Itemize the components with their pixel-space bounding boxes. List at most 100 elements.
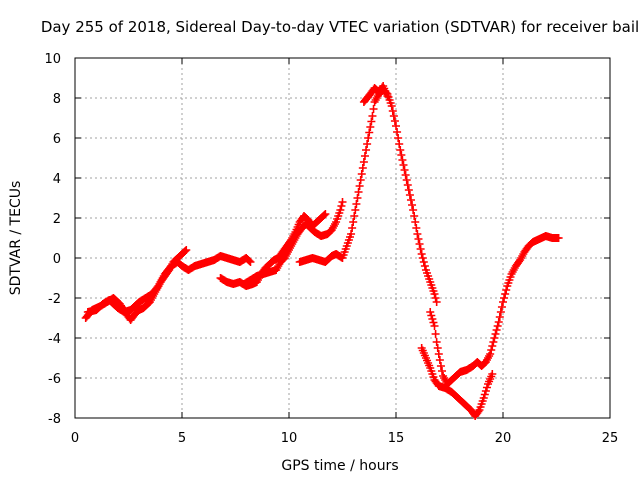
- data-point: [402, 176, 411, 184]
- data-point: [321, 210, 330, 218]
- data-point: [366, 123, 375, 131]
- data-point: [499, 298, 507, 306]
- data-point: [396, 146, 405, 154]
- data-point: [406, 196, 415, 204]
- x-tick-label: 25: [602, 431, 619, 446]
- data-point: [383, 92, 392, 100]
- data-point: [182, 246, 191, 254]
- y-tick-labels: -8 -6 -4 -2 0 2 4 6 8 10: [44, 52, 61, 427]
- data-point: [367, 117, 376, 126]
- data-point: [388, 107, 397, 115]
- data-point: [430, 322, 439, 330]
- data-point: [245, 257, 254, 265]
- data-point: [356, 176, 365, 184]
- data-point: [479, 394, 488, 402]
- data-point: [433, 344, 442, 352]
- data-point: [362, 146, 371, 154]
- y-tick-label: -2: [48, 292, 61, 307]
- data-point: [410, 212, 419, 220]
- data-point: [489, 338, 498, 346]
- data-point: [436, 362, 445, 370]
- data-points: [81, 82, 563, 420]
- data-point: [364, 134, 373, 142]
- y-tick-label: 4: [53, 172, 61, 187]
- y-tick-label: -6: [48, 372, 61, 387]
- data-point: [347, 230, 356, 238]
- data-point: [438, 367, 447, 375]
- data-point: [426, 308, 435, 316]
- data-point: [432, 338, 441, 346]
- data-point: [365, 128, 374, 137]
- data-point: [493, 322, 502, 330]
- data-point: [488, 370, 497, 378]
- data-point: [414, 235, 423, 243]
- data-point: [474, 407, 483, 416]
- data-point: [413, 230, 422, 238]
- data-point: [432, 298, 441, 306]
- chart-title: Day 255 of 2018, Sidereal Day-to-day VTE…: [41, 18, 639, 36]
- data-point: [434, 350, 443, 358]
- data-point: [359, 158, 368, 166]
- data-point: [411, 218, 420, 226]
- data-point: [338, 198, 347, 206]
- data-point: [501, 290, 510, 298]
- data-point: [491, 330, 500, 338]
- plot-frame: [74, 57, 611, 419]
- grid-lines: [75, 58, 610, 418]
- data-point: [398, 156, 407, 164]
- data-point: [351, 206, 360, 214]
- data-point: [337, 202, 346, 210]
- data-point: [353, 194, 362, 202]
- data-point: [409, 206, 418, 214]
- data-point: [399, 161, 408, 169]
- data-point: [400, 166, 409, 174]
- data-point: [389, 112, 398, 120]
- data-point: [496, 308, 505, 316]
- data-point: [349, 218, 358, 226]
- data-point: [492, 326, 501, 334]
- data-point: [246, 258, 255, 266]
- x-tick-label: 15: [388, 431, 405, 446]
- x-tick-labels: 0 5 10 15 20 25: [71, 431, 618, 446]
- y-tick-label: 6: [53, 132, 61, 147]
- data-point: [405, 191, 414, 199]
- data-point: [181, 247, 190, 255]
- data-point: [490, 334, 499, 342]
- data-point: [418, 254, 427, 262]
- data-point: [482, 383, 491, 392]
- data-point: [387, 102, 396, 110]
- y-tick-label: -8: [48, 412, 61, 427]
- data-point: [392, 122, 400, 130]
- y-tick-label: 0: [53, 252, 61, 267]
- data-point: [488, 342, 497, 350]
- data-point: [401, 171, 410, 179]
- data-point: [427, 311, 436, 320]
- data-point: [481, 387, 490, 395]
- y-tick-label: 10: [44, 52, 61, 67]
- data-point: [431, 330, 440, 338]
- data-point: [415, 240, 424, 248]
- data-point: [355, 182, 364, 190]
- data-point: [397, 151, 406, 159]
- data-point: [554, 234, 563, 242]
- data-point: [395, 140, 404, 148]
- data-point: [393, 128, 402, 136]
- data-point: [480, 390, 489, 399]
- y-tick-label: 2: [53, 212, 61, 227]
- data-point: [435, 356, 444, 364]
- axis-ticks: [74, 57, 611, 419]
- data-point: [430, 290, 439, 298]
- data-point: [420, 262, 429, 270]
- data-point: [502, 286, 511, 294]
- data-point: [416, 245, 425, 253]
- data-point: [403, 181, 412, 189]
- data-point: [431, 294, 440, 302]
- y-axis-label: SDTVAR / TECUs: [8, 181, 24, 296]
- x-tick-label: 0: [71, 431, 79, 446]
- data-point: [495, 313, 504, 321]
- data-point: [390, 117, 399, 125]
- x-tick-label: 10: [281, 431, 298, 446]
- data-point: [408, 201, 417, 209]
- data-point: [320, 211, 329, 219]
